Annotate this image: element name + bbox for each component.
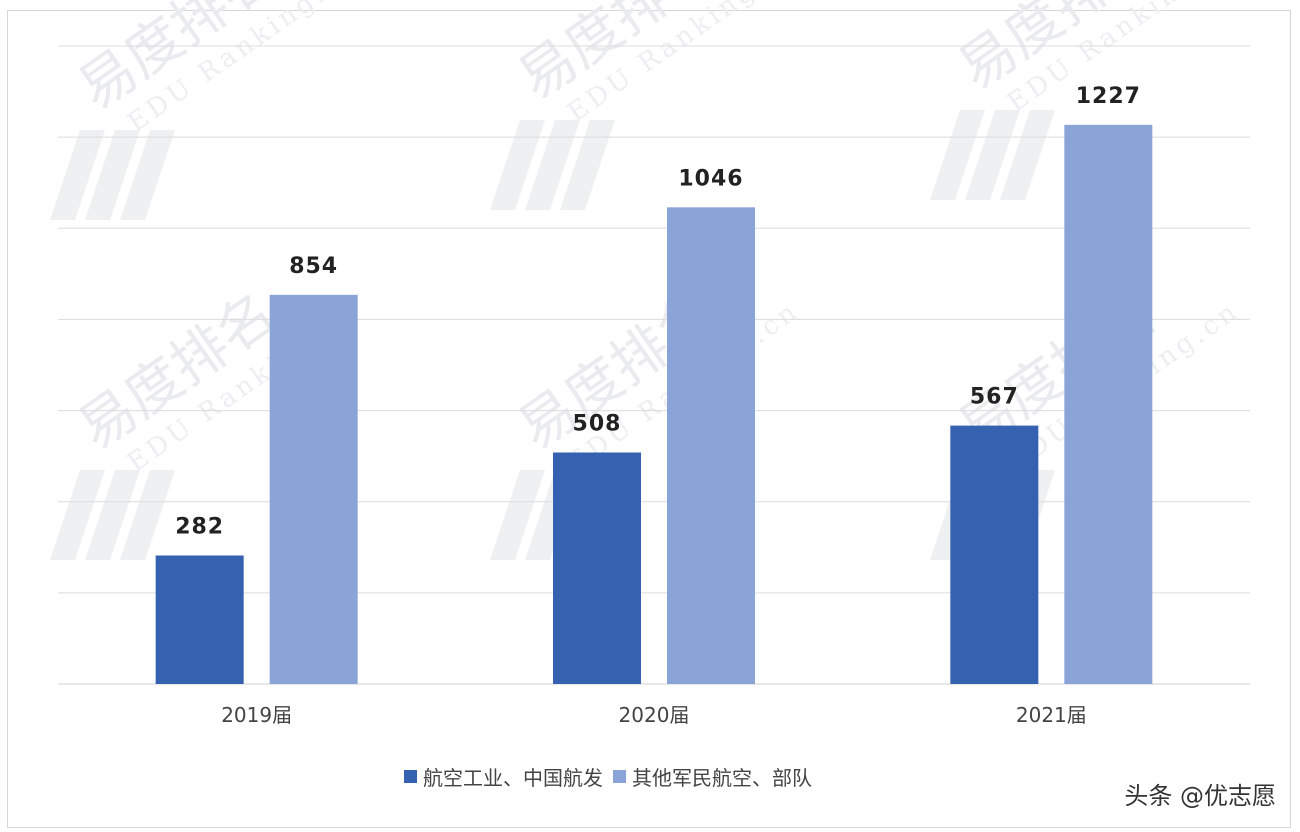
watermark-logo (930, 110, 1055, 200)
legend-item-series-1: 航空工业、中国航发 (404, 762, 603, 791)
legend-swatch-series-2 (613, 770, 626, 783)
bar-series-1-0 (155, 555, 244, 684)
data-label-series-2-0: 854 (289, 254, 338, 279)
data-label-series-2-2: 1227 (1076, 84, 1141, 109)
watermark-logo (50, 130, 175, 220)
bar-series-2-2 (1064, 124, 1153, 685)
x-tick-label-2: 2021届 (1016, 703, 1087, 727)
legend-item-series-2: 其他军民航空、部队 (613, 762, 812, 791)
bar-series-2-0 (269, 294, 358, 684)
legend-swatch-series-1 (404, 770, 417, 783)
watermark-logo (490, 120, 615, 210)
data-labels: 282 854 508 1046 567 1227 (175, 84, 1141, 540)
legend: 航空工业、中国航发 其他军民航空、部队 (404, 762, 822, 791)
x-tick-label-0: 2019届 (221, 703, 292, 727)
x-tick-labels: 2019届 2020届 2021届 (221, 703, 1087, 727)
data-label-series-2-1: 1046 (678, 166, 743, 191)
data-label-series-1-1: 508 (573, 411, 622, 436)
source-credit: 头条 @优志愿 (1124, 782, 1276, 810)
data-label-series-1-2: 567 (970, 385, 1019, 410)
bar-series-1-1 (553, 452, 641, 684)
data-label-series-1-0: 282 (175, 514, 224, 539)
x-tick-label-1: 2020届 (619, 703, 690, 727)
bar-series-1-2 (950, 425, 1039, 684)
legend-label-series-1: 航空工业、中国航发 (423, 766, 603, 790)
gridlines (58, 45, 1250, 685)
bars (155, 124, 1153, 685)
bar-series-2-1 (667, 207, 755, 684)
legend-label-series-2: 其他军民航空、部队 (632, 766, 812, 790)
watermark-logo (50, 470, 175, 560)
